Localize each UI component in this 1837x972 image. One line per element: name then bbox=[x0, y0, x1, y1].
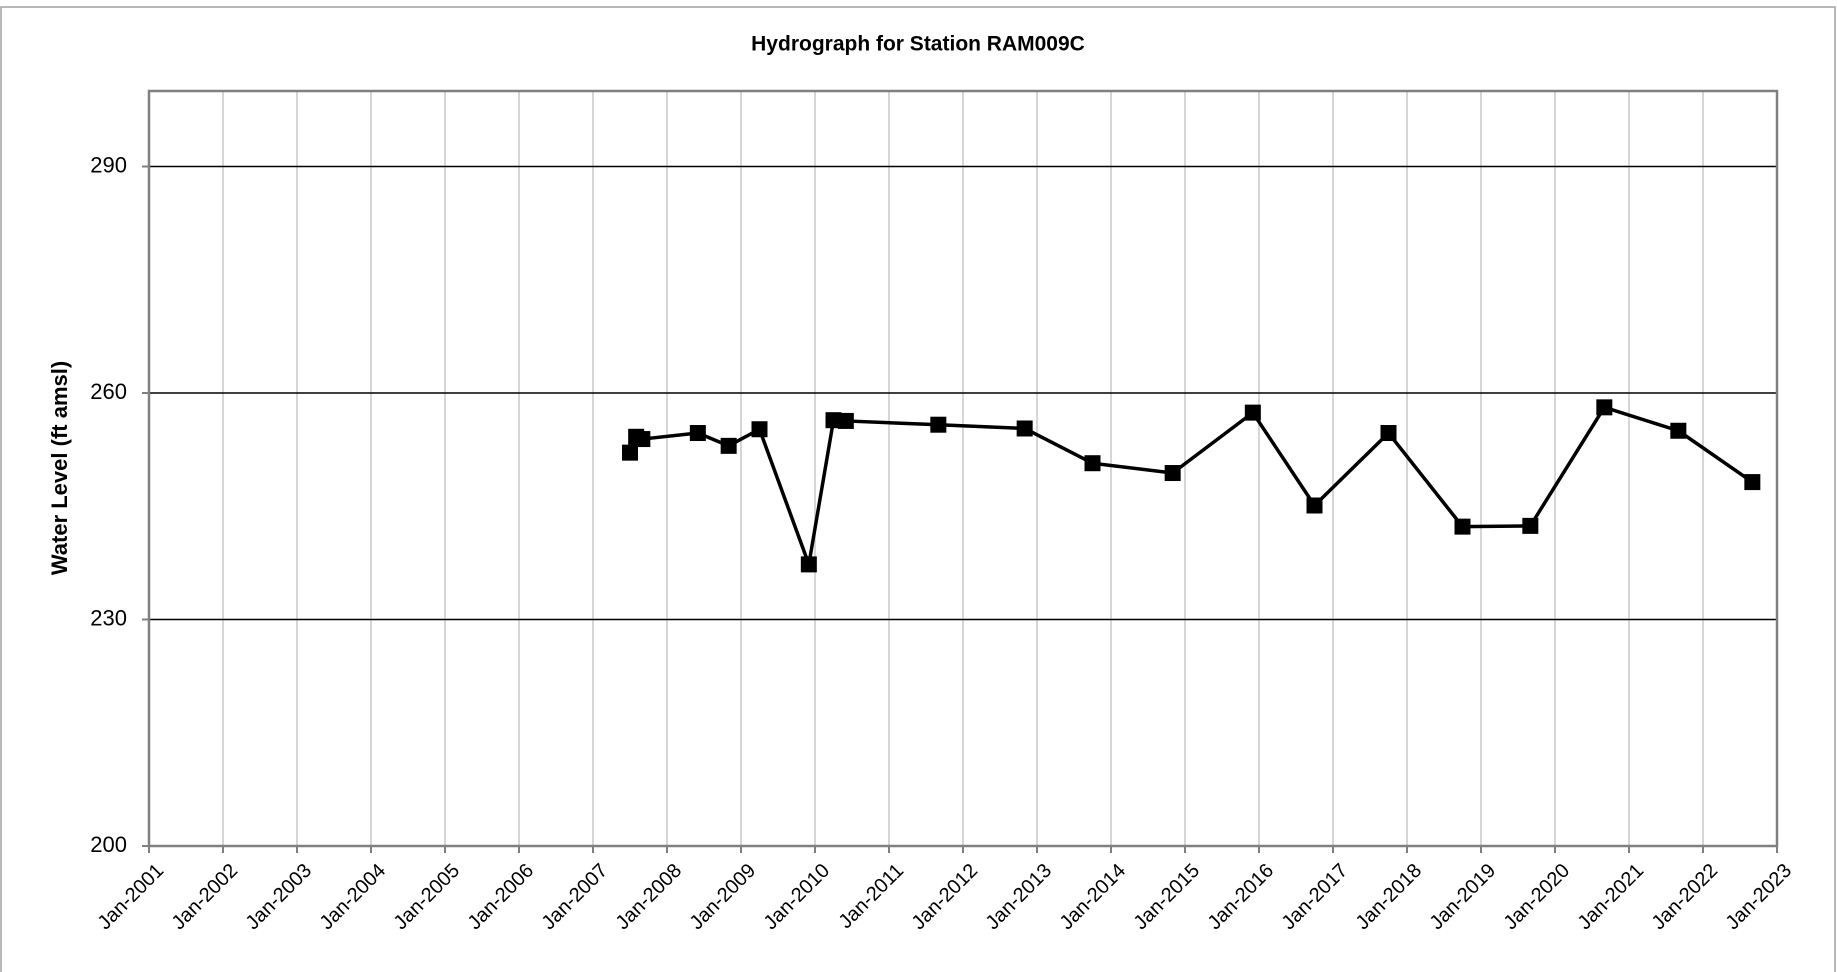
marker bbox=[825, 412, 842, 429]
marker bbox=[720, 437, 737, 454]
chart-border bbox=[0, 6, 1836, 972]
marker bbox=[1016, 420, 1033, 437]
y-tick-label: 230 bbox=[90, 605, 127, 630]
marker bbox=[930, 416, 947, 433]
marker bbox=[1244, 404, 1261, 421]
marker bbox=[689, 425, 706, 442]
chart-title: Hydrograph for Station RAM009C bbox=[751, 33, 1085, 56]
marker bbox=[1744, 474, 1761, 491]
y-tick-label: 200 bbox=[90, 832, 127, 857]
marker bbox=[1596, 399, 1613, 416]
marker bbox=[837, 412, 854, 429]
marker bbox=[1306, 497, 1323, 514]
plot bbox=[622, 399, 1761, 573]
marker bbox=[634, 431, 651, 448]
marker bbox=[1454, 518, 1471, 535]
y-tick-label: 260 bbox=[90, 379, 127, 404]
marker bbox=[1380, 425, 1397, 442]
marker bbox=[1164, 465, 1181, 482]
marker bbox=[751, 421, 768, 438]
marker bbox=[1084, 455, 1101, 472]
plot-border bbox=[147, 89, 1779, 848]
marker bbox=[622, 444, 638, 461]
marker bbox=[800, 556, 817, 573]
marker bbox=[1670, 422, 1687, 439]
marker bbox=[1522, 517, 1539, 534]
y-tick-label: 290 bbox=[90, 152, 127, 177]
y-axis-label: Water Level (ft amsl) bbox=[47, 361, 72, 575]
